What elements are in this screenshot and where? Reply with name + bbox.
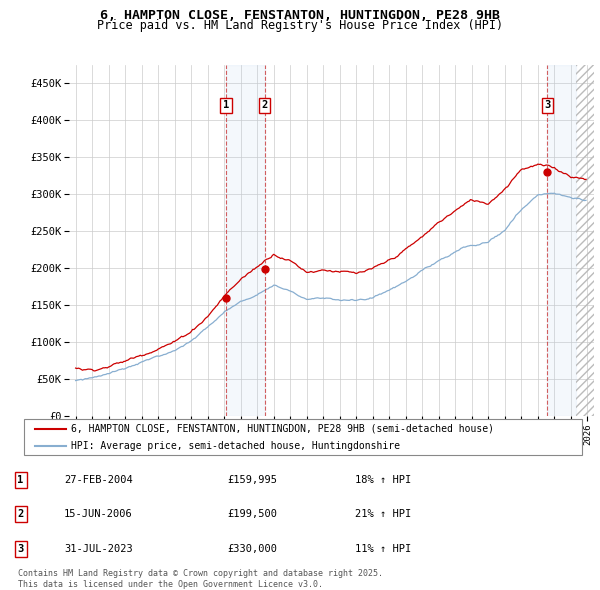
- Bar: [547, 65, 576, 416]
- Text: 6, HAMPTON CLOSE, FENSTANTON, HUNTINGDON, PE28 9HB (semi-detached house): 6, HAMPTON CLOSE, FENSTANTON, HUNTINGDON…: [71, 424, 494, 434]
- Text: £330,000: £330,000: [227, 544, 277, 554]
- Text: 6, HAMPTON CLOSE, FENSTANTON, HUNTINGDON, PE28 9HB: 6, HAMPTON CLOSE, FENSTANTON, HUNTINGDON…: [100, 9, 500, 22]
- Text: HPI: Average price, semi-detached house, Huntingdonshire: HPI: Average price, semi-detached house,…: [71, 441, 400, 451]
- Text: 2: 2: [17, 509, 23, 519]
- Text: 2: 2: [262, 100, 268, 110]
- Text: 1: 1: [17, 475, 23, 485]
- Text: Price paid vs. HM Land Registry's House Price Index (HPI): Price paid vs. HM Land Registry's House …: [97, 19, 503, 32]
- Bar: [576, 65, 600, 416]
- Text: 18% ↑ HPI: 18% ↑ HPI: [355, 475, 412, 485]
- Text: Contains HM Land Registry data © Crown copyright and database right 2025.
This d: Contains HM Land Registry data © Crown c…: [18, 569, 383, 589]
- Text: 15-JUN-2006: 15-JUN-2006: [64, 509, 133, 519]
- Bar: [226, 65, 265, 416]
- Text: 27-FEB-2004: 27-FEB-2004: [64, 475, 133, 485]
- Text: 3: 3: [544, 100, 551, 110]
- Text: 1: 1: [223, 100, 229, 110]
- Text: 11% ↑ HPI: 11% ↑ HPI: [355, 544, 412, 554]
- Text: £159,995: £159,995: [227, 475, 277, 485]
- Text: 21% ↑ HPI: 21% ↑ HPI: [355, 509, 412, 519]
- Text: 3: 3: [17, 544, 23, 554]
- Text: 31-JUL-2023: 31-JUL-2023: [64, 544, 133, 554]
- Text: £199,500: £199,500: [227, 509, 277, 519]
